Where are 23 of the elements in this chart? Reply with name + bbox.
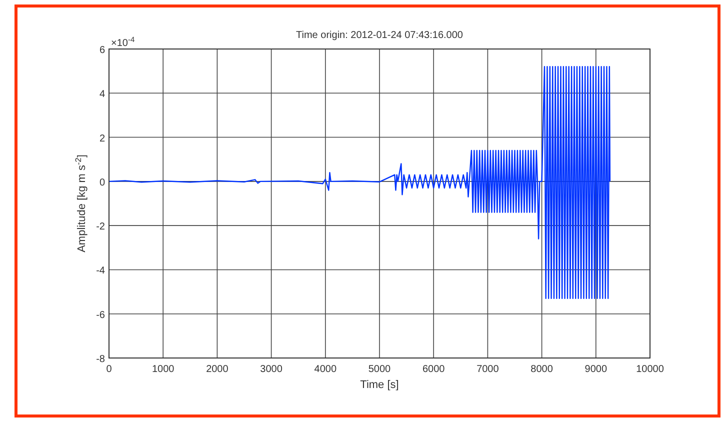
text: ×10$^{-4}$ [111, 34, 135, 49]
y-tick-label: 4 [99, 89, 106, 100]
y-tick-label: -8 [96, 354, 106, 365]
y-tick-label: -4 [96, 266, 106, 277]
y-tick-label: 6 [99, 45, 106, 56]
x-tick-label: 0 [106, 364, 112, 375]
y-tick-label: 2 [99, 133, 106, 144]
x-tick-label: 2000 [206, 364, 229, 375]
y-tick-label: -2 [96, 222, 106, 233]
y-tick-label: -6 [96, 310, 106, 321]
x-tick-label: 3000 [260, 364, 283, 375]
x-tick-label: 9000 [584, 364, 608, 375]
x-axis-title: Time [s] [360, 379, 399, 391]
x-tick-label: 10000 [636, 364, 664, 375]
line-series [108, 66, 611, 300]
x-tick-label: 1000 [152, 364, 175, 375]
y-tick-label: 0 [99, 177, 106, 188]
x-tick-label: 7000 [476, 364, 500, 375]
x-tick-label: 4000 [314, 364, 337, 375]
x-tick-label: 5000 [368, 364, 392, 375]
x-tick-label: 6000 [422, 364, 446, 375]
x-tick-label: 8000 [530, 364, 554, 375]
chart-title: Time origin: 2012-01-24 07:43:16.000 [296, 30, 464, 41]
